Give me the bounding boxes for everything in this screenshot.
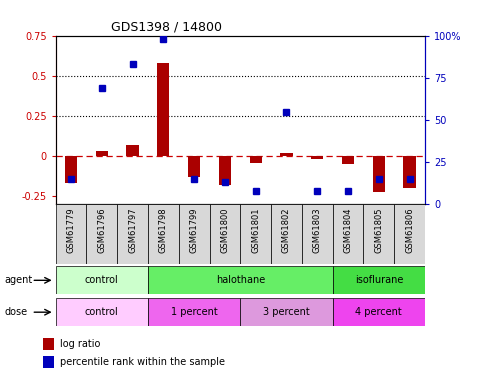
Bar: [43, 356, 54, 368]
Bar: [43, 338, 54, 350]
Text: halothane: halothane: [216, 275, 265, 285]
Text: percentile rank within the sample: percentile rank within the sample: [60, 357, 225, 367]
Bar: [219, 156, 231, 185]
Bar: [311, 156, 324, 159]
Bar: [302, 204, 333, 264]
Bar: [179, 204, 210, 264]
Text: GSM61806: GSM61806: [405, 207, 414, 253]
Bar: [96, 152, 108, 156]
Text: GSM61796: GSM61796: [97, 207, 106, 253]
Bar: [157, 63, 170, 156]
Text: GSM61799: GSM61799: [190, 207, 199, 253]
Bar: [210, 204, 240, 264]
Text: GSM61803: GSM61803: [313, 207, 322, 253]
Text: GSM61800: GSM61800: [220, 207, 229, 253]
Bar: [188, 156, 200, 177]
Bar: [56, 298, 148, 326]
Bar: [240, 204, 271, 264]
Text: 4 percent: 4 percent: [355, 307, 402, 317]
Bar: [280, 153, 293, 156]
Bar: [56, 266, 148, 294]
Text: dose: dose: [5, 307, 28, 317]
Text: GSM61802: GSM61802: [282, 207, 291, 253]
Bar: [373, 156, 385, 192]
Bar: [240, 298, 333, 326]
Text: GSM61779: GSM61779: [67, 207, 75, 253]
Bar: [117, 204, 148, 264]
Bar: [271, 204, 302, 264]
Bar: [86, 204, 117, 264]
Bar: [333, 204, 364, 264]
Text: isoflurane: isoflurane: [355, 275, 403, 285]
Text: agent: agent: [5, 275, 33, 285]
Text: GSM61804: GSM61804: [343, 207, 353, 253]
Text: log ratio: log ratio: [60, 339, 100, 349]
Text: GSM61797: GSM61797: [128, 207, 137, 253]
Text: control: control: [85, 275, 119, 285]
Text: 3 percent: 3 percent: [263, 307, 310, 317]
Bar: [250, 156, 262, 163]
Bar: [333, 298, 425, 326]
Text: GSM61801: GSM61801: [251, 207, 260, 253]
Bar: [364, 204, 394, 264]
Text: 1 percent: 1 percent: [170, 307, 217, 317]
Bar: [403, 156, 416, 188]
Text: GSM61798: GSM61798: [159, 207, 168, 253]
Bar: [394, 204, 425, 264]
Bar: [127, 145, 139, 156]
Bar: [148, 298, 241, 326]
Bar: [56, 204, 86, 264]
Text: GDS1398 / 14800: GDS1398 / 14800: [111, 20, 222, 33]
Text: GSM61805: GSM61805: [374, 207, 384, 253]
Bar: [342, 156, 354, 164]
Bar: [333, 266, 425, 294]
Text: control: control: [85, 307, 119, 317]
Bar: [148, 266, 333, 294]
Bar: [148, 204, 179, 264]
Bar: [65, 156, 77, 183]
